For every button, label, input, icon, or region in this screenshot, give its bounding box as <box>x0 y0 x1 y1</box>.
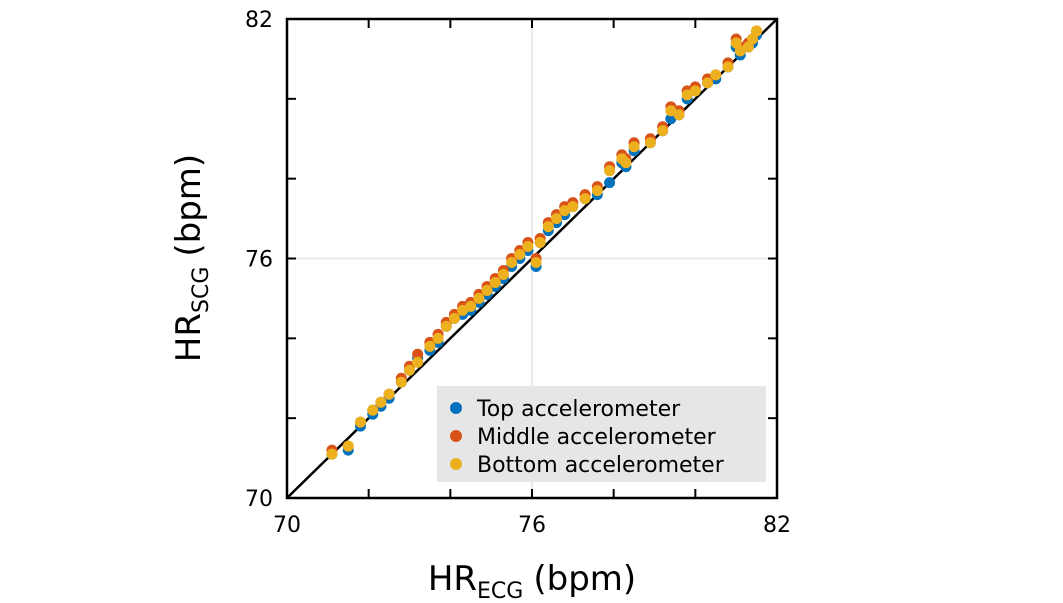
x-tick-label: 76 <box>518 513 546 538</box>
data-point <box>734 45 746 57</box>
data-point <box>722 61 734 73</box>
data-point <box>412 348 424 360</box>
data-point <box>628 141 640 153</box>
data-point <box>534 237 546 249</box>
y-axis-label-unit: (bpm) <box>169 154 209 257</box>
legend-marker <box>450 458 462 470</box>
tick-labels: 70 76 82 70 76 82 <box>245 8 791 538</box>
data-point <box>481 284 493 296</box>
data-point <box>497 268 509 280</box>
legend-marker <box>450 430 462 442</box>
legend-box <box>437 386 766 482</box>
data-point <box>591 185 603 197</box>
data-point <box>448 312 460 324</box>
data-point <box>465 300 477 312</box>
y-axis-label: HRSCG (bpm) <box>169 154 214 362</box>
data-point <box>342 440 354 452</box>
data-point <box>673 109 685 121</box>
series-3 <box>326 25 763 460</box>
x-axis-label-main: HR <box>428 559 477 599</box>
data-point <box>657 125 669 137</box>
x-axis-label-subscript: ECG <box>477 579 523 603</box>
y-tick-label: 76 <box>245 248 273 273</box>
data-point <box>604 165 616 177</box>
data-point <box>620 157 632 169</box>
data-point <box>542 221 554 233</box>
data-point <box>751 25 763 37</box>
data-point <box>665 113 677 125</box>
data-point <box>473 292 485 304</box>
legend-marker <box>450 402 462 414</box>
legend-label: Top accelerometer <box>476 397 681 422</box>
data-point <box>702 77 714 89</box>
data-point <box>681 89 693 101</box>
x-axis-label-unit: (bpm) <box>533 559 636 599</box>
data-point <box>567 201 579 213</box>
data-point <box>489 276 501 288</box>
x-axis-label: HRECG (bpm) <box>428 559 636 603</box>
y-tick-label: 82 <box>245 8 273 33</box>
data-point <box>440 320 452 332</box>
data-point <box>395 376 407 388</box>
legend: Top accelerometer Middle accelerometer Bot… <box>437 386 766 482</box>
data-point <box>579 193 591 205</box>
data-point <box>522 241 534 253</box>
data-point <box>432 332 444 344</box>
data-point <box>530 256 542 268</box>
data-point <box>375 396 387 408</box>
data-point <box>689 85 701 97</box>
y-tick-label: 70 <box>245 487 273 512</box>
plot-frame <box>285 17 779 500</box>
data-point <box>506 256 518 268</box>
data-point <box>367 404 379 416</box>
data-point <box>514 249 526 261</box>
data-point <box>551 213 562 225</box>
data-point <box>457 304 469 316</box>
data-point <box>404 364 415 376</box>
data-points <box>326 25 763 460</box>
data-point <box>559 205 571 217</box>
y-axis-label-main: HR <box>169 313 209 362</box>
data-point <box>665 105 677 117</box>
legend-label: Middle accelerometer <box>477 425 717 450</box>
data-point <box>604 177 616 189</box>
data-point <box>355 416 366 428</box>
data-point <box>424 340 436 352</box>
data-point <box>326 448 338 460</box>
data-point <box>644 137 656 149</box>
data-point <box>412 356 424 368</box>
data-point <box>710 69 722 81</box>
data-point <box>383 388 395 400</box>
x-tick-label: 82 <box>763 513 791 538</box>
y-axis-label-subscript: SCG <box>189 267 214 313</box>
x-tick-label: 70 <box>273 513 301 538</box>
legend-label: Bottom accelerometer <box>477 453 725 478</box>
